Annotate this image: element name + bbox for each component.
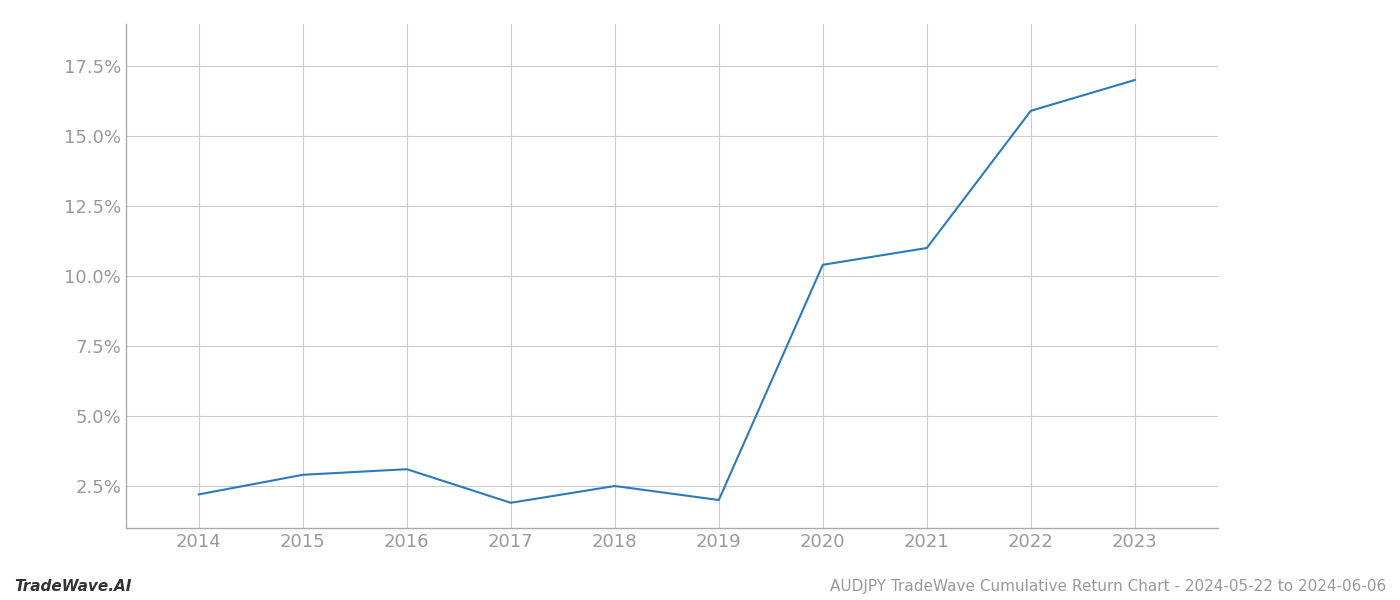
Text: TradeWave.AI: TradeWave.AI: [14, 579, 132, 594]
Text: AUDJPY TradeWave Cumulative Return Chart - 2024-05-22 to 2024-06-06: AUDJPY TradeWave Cumulative Return Chart…: [830, 579, 1386, 594]
